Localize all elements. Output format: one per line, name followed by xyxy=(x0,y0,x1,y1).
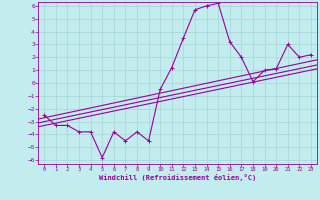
X-axis label: Windchill (Refroidissement éolien,°C): Windchill (Refroidissement éolien,°C) xyxy=(99,174,256,181)
